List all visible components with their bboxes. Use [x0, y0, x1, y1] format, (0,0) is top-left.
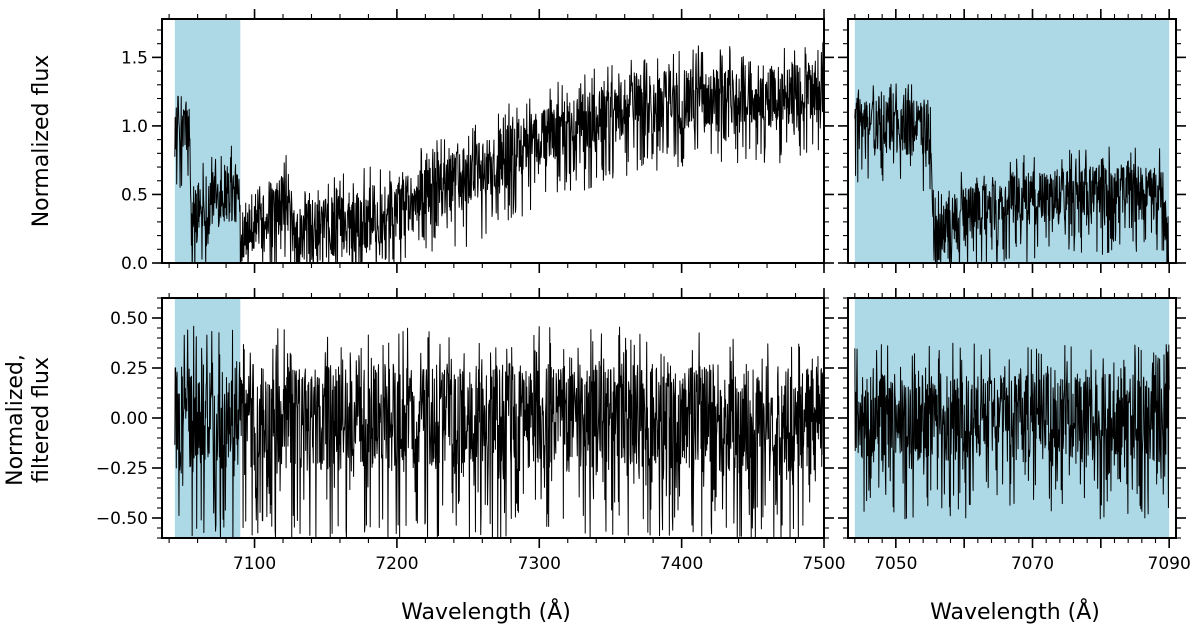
x-tick-label: 7050	[874, 554, 917, 574]
bottom-left-ylabel: Normalized,filtered flux	[3, 354, 54, 486]
x-tick-label: 7300	[518, 554, 561, 574]
y-tick-label: −0.50	[96, 509, 148, 529]
panel-bottom-right: 7050 7070 7090	[838, 288, 1191, 574]
axes-frame	[161, 18, 825, 264]
panel-bottom-left: 7100 7200 7300 7400 7500 −0.50 −0.25 0.00 0.25 0.…	[96, 288, 846, 574]
panel-top-left: 0.0 0.5 1.0 1.5	[121, 9, 834, 274]
bottom-right-xlabel: Wavelength (Å)	[930, 598, 1100, 625]
x-tick-label: 7100	[233, 554, 276, 574]
ylabel-line: Normalized,	[3, 354, 28, 486]
x-tick-label: 7500	[802, 554, 845, 574]
spectrum-line	[174, 42, 824, 263]
panel-top-right	[838, 9, 1186, 273]
x-tick-label: 7070	[1011, 554, 1054, 574]
svg-text:Normalized,filtered flux: Normalized,filtered flux	[3, 354, 54, 486]
y-tick-label: 0.50	[110, 309, 148, 329]
y-tick-label: 0.0	[121, 254, 148, 274]
y-tick-label: 0.00	[110, 409, 148, 429]
x-tick-label: 7400	[660, 554, 703, 574]
y-tick-label: 0.25	[110, 359, 148, 379]
y-tick-label: 1.0	[121, 117, 148, 137]
spectrum-line	[174, 325, 824, 538]
y-tick-label: −0.25	[96, 459, 148, 479]
y-tick-label: 1.5	[121, 48, 148, 68]
bottom-left-xlabel: Wavelength (Å)	[401, 598, 571, 625]
ylabel-line: filtered flux	[29, 357, 54, 483]
spectrum-line	[854, 83, 1170, 263]
spectrum-line	[854, 342, 1170, 520]
y-tick-label: 0.5	[121, 185, 148, 205]
x-tick-label: 7090	[1148, 554, 1191, 574]
highlight-band	[854, 19, 1170, 263]
x-tick-label: 7200	[375, 554, 418, 574]
axes-frame	[847, 18, 1177, 264]
top-left-ylabel: Normalized flux	[29, 55, 54, 228]
